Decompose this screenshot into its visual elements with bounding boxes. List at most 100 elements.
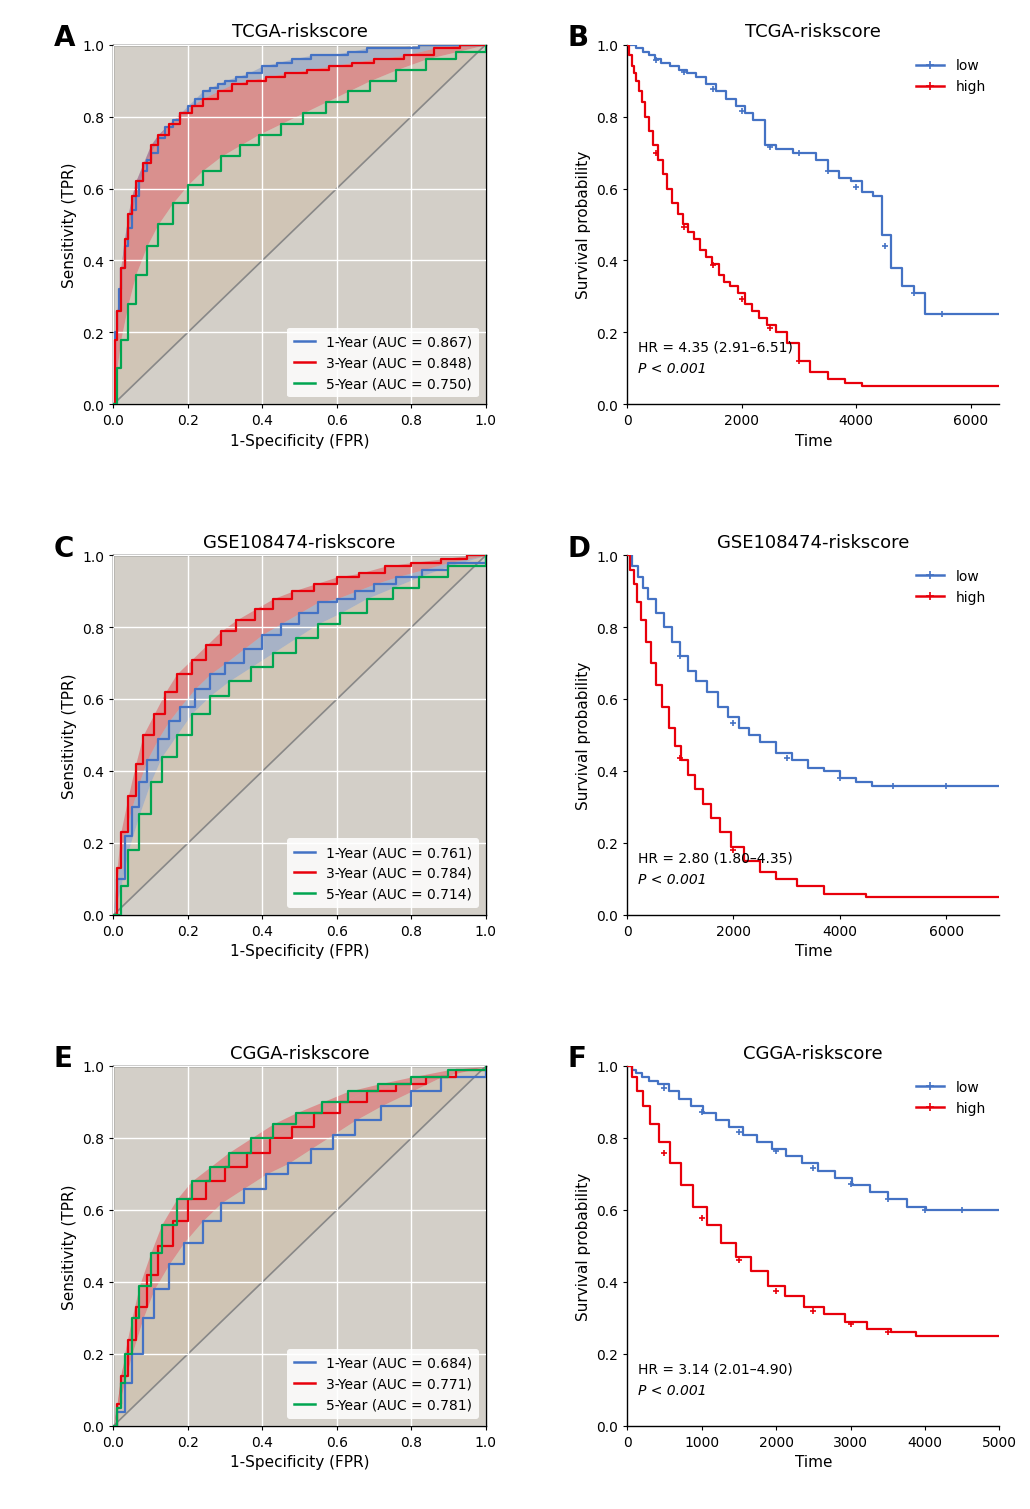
- low: [643, 1071, 655, 1089]
- high: [689, 780, 701, 798]
- Text: HR = 2.80 (1.80–4.35): HR = 2.80 (1.80–4.35): [638, 851, 793, 865]
- low: [865, 777, 878, 795]
- low: [648, 51, 660, 69]
- high: [682, 223, 694, 241]
- low: [722, 709, 734, 727]
- high: [652, 151, 664, 169]
- low: [812, 1162, 824, 1180]
- low: [876, 226, 888, 244]
- high: [687, 1198, 699, 1216]
- Y-axis label: Survival probability: Survival probability: [576, 1172, 590, 1320]
- Text: A: A: [54, 24, 75, 51]
- Y-axis label: Survival probability: Survival probability: [576, 661, 590, 810]
- low: [828, 1169, 840, 1188]
- low: [907, 284, 920, 302]
- low: [751, 1133, 763, 1151]
- low: [743, 727, 755, 745]
- Title: TCGA-riskscore: TCGA-riskscore: [745, 23, 881, 41]
- high: [746, 302, 758, 320]
- high: [724, 837, 736, 856]
- low: [663, 57, 676, 75]
- high: [653, 1133, 665, 1151]
- low: [801, 759, 814, 777]
- high: [647, 137, 659, 155]
- high: [630, 72, 643, 91]
- high: [914, 889, 926, 907]
- low: [673, 1089, 685, 1108]
- high: [860, 889, 872, 907]
- low: [719, 91, 731, 109]
- low: [630, 39, 643, 57]
- low: [920, 1201, 932, 1219]
- high: [663, 1154, 676, 1172]
- Line: high: high: [627, 555, 999, 898]
- high: [724, 278, 736, 296]
- low: [844, 174, 856, 192]
- high: [632, 83, 645, 101]
- low: [754, 733, 766, 751]
- low: [795, 1154, 808, 1172]
- high: [872, 377, 885, 395]
- low: [710, 83, 722, 101]
- low: [798, 143, 811, 161]
- low: [625, 36, 638, 54]
- Text: C: C: [54, 534, 74, 563]
- low: [939, 777, 952, 795]
- high: [627, 65, 640, 83]
- high: [621, 546, 633, 564]
- low: [765, 1141, 778, 1159]
- low: [732, 720, 745, 738]
- low: [850, 773, 862, 791]
- high: [656, 166, 668, 184]
- low: [629, 1064, 642, 1082]
- high: [860, 1320, 872, 1338]
- high: [761, 317, 774, 335]
- Text: P < 0.001: P < 0.001: [638, 1384, 707, 1397]
- high: [791, 878, 803, 896]
- Y-axis label: Sensitivity (TPR): Sensitivity (TPR): [62, 163, 76, 288]
- Legend: 1-Year (AUC = 0.684), 3-Year (AUC = 0.771), 5-Year (AUC = 0.781): 1-Year (AUC = 0.684), 3-Year (AUC = 0.77…: [286, 1349, 479, 1418]
- X-axis label: Time: Time: [794, 433, 832, 448]
- Legend: low, high: low, high: [909, 563, 992, 611]
- low: [966, 777, 978, 795]
- X-axis label: Time: Time: [794, 945, 832, 960]
- high: [650, 676, 662, 694]
- low: [993, 306, 1005, 324]
- high: [624, 561, 637, 579]
- Line: low: low: [627, 555, 999, 786]
- Text: E: E: [54, 1044, 73, 1073]
- low: [863, 1183, 876, 1201]
- high: [745, 1263, 757, 1281]
- low: [637, 579, 649, 598]
- high: [625, 1068, 638, 1086]
- high: [682, 767, 694, 785]
- Text: P < 0.001: P < 0.001: [638, 872, 707, 887]
- low: [779, 140, 791, 158]
- low: [655, 54, 667, 72]
- high: [909, 1326, 922, 1345]
- Y-axis label: Sensitivity (TPR): Sensitivity (TPR): [62, 1183, 76, 1308]
- low: [621, 1058, 633, 1076]
- Title: CGGA-riskscore: CGGA-riskscore: [744, 1044, 883, 1062]
- high: [644, 1115, 656, 1133]
- low: [747, 112, 759, 130]
- low: [637, 44, 649, 62]
- high: [729, 1248, 742, 1266]
- high: [627, 575, 640, 593]
- low: [699, 75, 712, 94]
- Title: GSE108474-riskscore: GSE108474-riskscore: [717, 534, 909, 551]
- Title: TCGA-riskscore: TCGA-riskscore: [232, 23, 368, 41]
- high: [993, 889, 1005, 907]
- high: [643, 122, 655, 140]
- Title: CGGA-riskscore: CGGA-riskscore: [230, 1044, 369, 1062]
- high: [769, 324, 782, 343]
- low: [662, 1082, 675, 1100]
- high: [639, 109, 651, 127]
- high: [668, 738, 681, 756]
- Text: P < 0.001: P < 0.001: [638, 362, 707, 376]
- high: [797, 1298, 810, 1316]
- high: [672, 205, 684, 223]
- high: [706, 255, 718, 273]
- Legend: low, high: low, high: [909, 53, 992, 101]
- Legend: 1-Year (AUC = 0.867), 3-Year (AUC = 0.848), 5-Year (AUC = 0.750): 1-Year (AUC = 0.867), 3-Year (AUC = 0.84…: [286, 327, 479, 398]
